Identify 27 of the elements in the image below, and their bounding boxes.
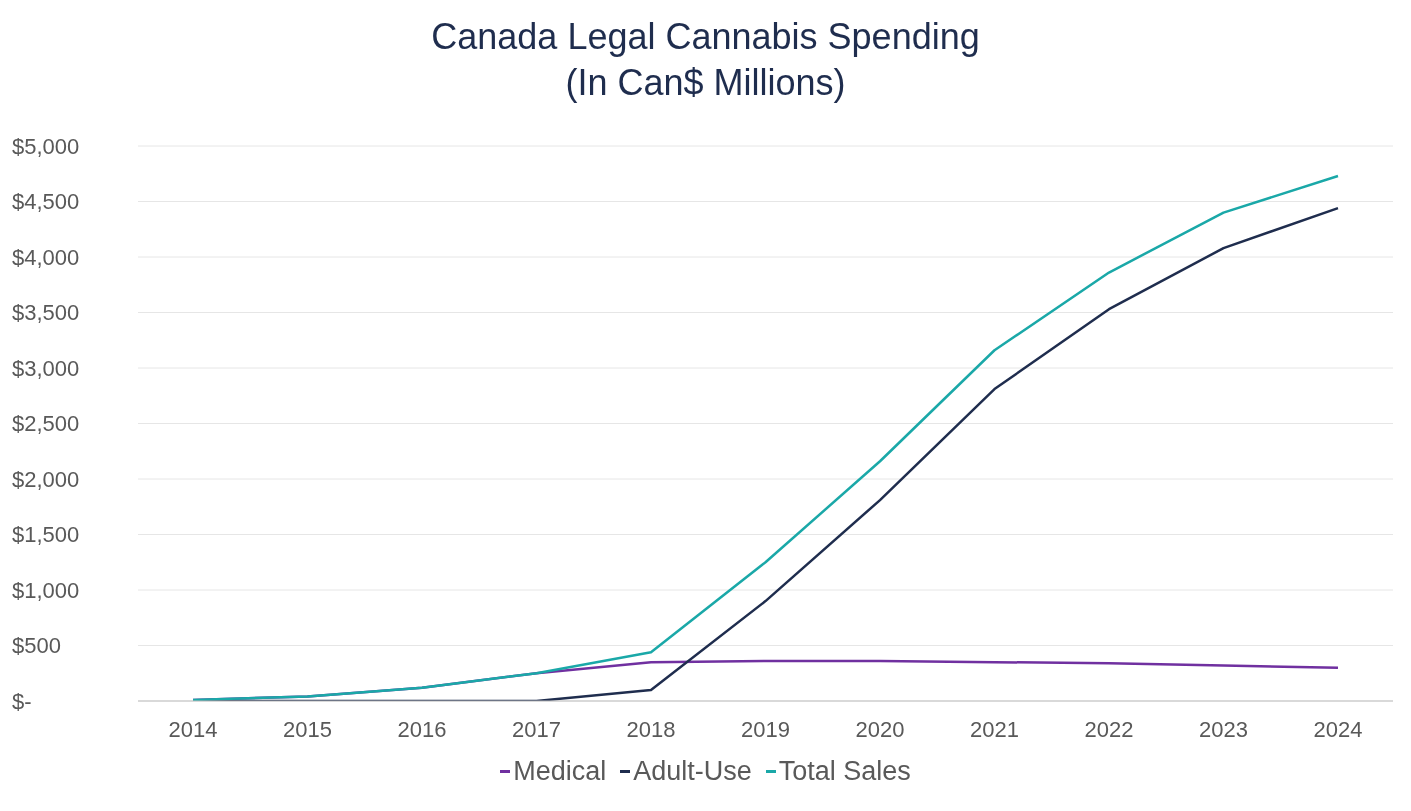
x-tick-label: 2018: [626, 716, 676, 742]
y-tick-label: $1,000: [12, 577, 80, 603]
legend-label: Adult-Use: [633, 756, 752, 787]
x-tick-label: 2024: [1313, 716, 1363, 742]
y-tick-label: $4,000: [12, 244, 80, 270]
x-tick-label: 2016: [397, 716, 447, 742]
y-tick-label: $2,000: [12, 466, 80, 492]
x-tick-label: 2020: [855, 716, 905, 742]
y-tick-label: $3,500: [12, 300, 80, 326]
y-tick-label: $1,500: [12, 522, 80, 548]
y-tick-label: $5,000: [12, 133, 80, 159]
y-tick-label: $4,500: [12, 189, 80, 215]
x-tick-label: 2021: [970, 716, 1019, 742]
y-tick-label: $3,000: [12, 355, 80, 381]
chart-subtitle: (In Can$ Millions): [564, 61, 847, 105]
y-tick-label: $-: [12, 688, 32, 714]
y-tick-label: $500: [12, 633, 61, 659]
x-tick-label: 2019: [741, 716, 790, 742]
chart-title: Canada Legal Cannabis Spending: [430, 15, 981, 59]
x-tick-label: 2023: [1199, 716, 1248, 742]
y-tick-label: $2,500: [12, 411, 80, 437]
x-tick-label: 2014: [168, 716, 218, 742]
x-tick-label: 2017: [512, 716, 561, 742]
legend-label: Medical: [513, 756, 607, 787]
legend-label: Total Sales: [778, 756, 911, 787]
x-tick-label: 2022: [1084, 716, 1134, 742]
x-tick-label: 2015: [283, 716, 332, 742]
